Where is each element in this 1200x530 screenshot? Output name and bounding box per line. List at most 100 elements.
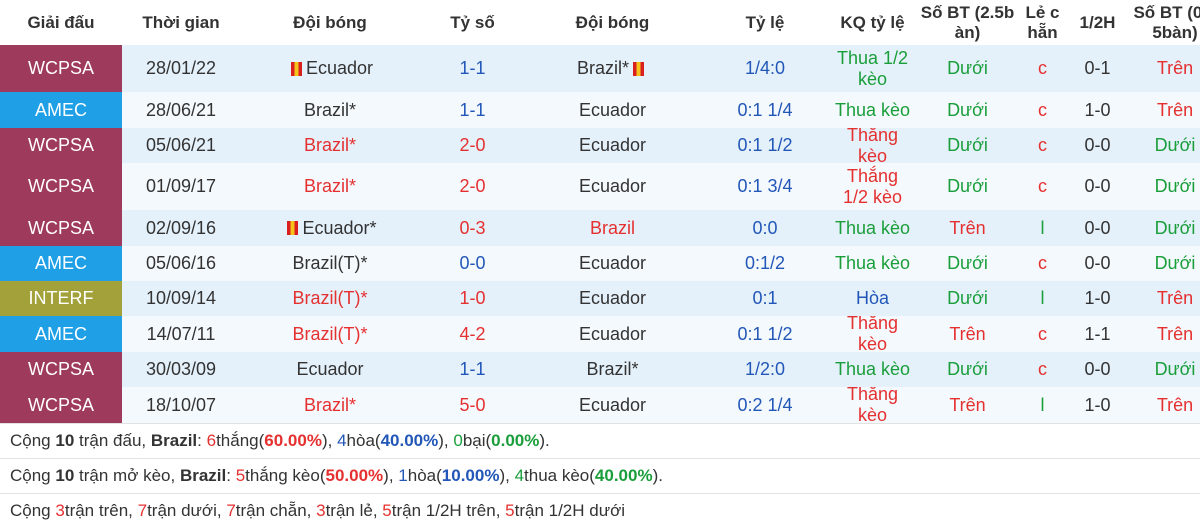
summary-text: thua kèo( <box>524 465 595 485</box>
score: 1-0 <box>420 281 525 316</box>
odd-even-text: c <box>1038 253 1047 273</box>
summary-text: 1 <box>398 465 408 485</box>
odds-text: 0:2 1/4 <box>737 394 793 415</box>
home-team-text: Brazil(T)* <box>292 288 368 308</box>
odds-text: 1/4:0 <box>744 58 786 78</box>
summary-text: trận mở kèo, <box>74 465 180 485</box>
date: 28/06/21 <box>122 92 240 128</box>
odd-even: l <box>1020 210 1065 246</box>
goals-result-text: Dưới <box>947 359 988 379</box>
goals-result-text: Dưới <box>947 99 988 120</box>
away-team-text: Brazil* <box>576 58 629 78</box>
summary-text: : <box>226 465 236 485</box>
goals-result: Dưới <box>915 246 1020 281</box>
score-text: 5-0 <box>459 394 486 415</box>
score: 2-0 <box>420 128 525 163</box>
date-text: 02/09/16 <box>145 217 217 238</box>
league: INTERF <box>0 281 122 316</box>
half-time: 1-1 <box>1065 316 1130 352</box>
home-team-text: Brazil(T)* <box>292 323 368 344</box>
league-text: AMEC <box>34 253 87 273</box>
date: 01/09/17 <box>122 163 240 210</box>
odds-result: Thua kèo <box>830 92 915 128</box>
league-text: WCPSA <box>27 176 94 196</box>
goals-result-text: Dưới <box>947 58 988 78</box>
goals-075-text: Trên <box>1156 58 1194 78</box>
summary-text: 7 <box>226 500 236 520</box>
summary-text: trận lẻ, <box>325 500 383 520</box>
half-time: 1-0 <box>1065 387 1130 423</box>
odds: 0:2 1/4 <box>700 387 830 423</box>
summary-text: : <box>197 430 207 450</box>
summary-text: ), <box>438 430 454 450</box>
half-time-text: 0-0 <box>1084 253 1111 273</box>
goals-075: Dưới <box>1130 128 1200 163</box>
home-team-text: Ecuador <box>296 359 364 379</box>
date: 02/09/16 <box>122 210 240 246</box>
league-text: WCPSA <box>27 394 94 415</box>
summary-text: 40.00% <box>594 465 653 485</box>
half-time-text: 0-1 <box>1084 58 1111 78</box>
league-text: AMEC <box>34 99 87 120</box>
goals-result: Dưới <box>915 352 1020 387</box>
league: WCPSA <box>0 163 122 210</box>
league-text: INTERF <box>28 288 94 308</box>
home-team: Brazil* <box>240 128 420 163</box>
summary-text: ), <box>383 465 399 485</box>
date: 05/06/21 <box>122 128 240 163</box>
half-time: 0-0 <box>1065 163 1130 210</box>
away-team: Ecuador <box>525 316 700 352</box>
goals-result-text: Trên <box>949 323 986 344</box>
odd-even: c <box>1020 316 1065 352</box>
match-row: WCPSA 05/06/21 Brazil* 2-0 Ecuador 0:1 1/2 Thắ… <box>0 128 1200 163</box>
column-header: Đội bóng <box>575 12 650 32</box>
summary-text: 4 <box>337 430 347 450</box>
goals-result: Dưới <box>915 163 1020 210</box>
match-row: WCPSA 30/03/09 Ecuador 1-1 Brazil* 1/2:0 Thua … <box>0 352 1200 387</box>
half-time-text: 0-0 <box>1084 135 1111 155</box>
score-text: 1-1 <box>459 58 486 78</box>
odds-text: 0:1 3/4 <box>737 176 793 196</box>
column-header: Tỷ lệ <box>745 12 785 32</box>
away-team-text: Ecuador <box>578 176 647 196</box>
summary-text: Brazil <box>179 465 227 485</box>
league: WCPSA <box>0 45 122 92</box>
summary-text: ), <box>499 465 515 485</box>
summary-text: thắng( <box>216 430 265 450</box>
league-text: AMEC <box>34 323 87 344</box>
summary-text: trận 1/2H trên, <box>391 500 506 520</box>
score: 1-1 <box>420 45 525 92</box>
odd-even: c <box>1020 163 1065 210</box>
odd-even: c <box>1020 45 1065 92</box>
league-text: WCPSA <box>27 359 94 379</box>
goals-075: Dưới <box>1130 246 1200 281</box>
odds-text: 0:0 <box>752 217 778 238</box>
goals-result: Dưới <box>915 45 1020 92</box>
odds-result-text: Thắng 1/2 kèo <box>842 165 903 207</box>
summary-text: 10.00% <box>441 465 500 485</box>
date-text: 05/06/21 <box>145 135 217 155</box>
league-text: WCPSA <box>27 135 94 155</box>
away-team: Ecuador <box>525 281 700 316</box>
half-time-text: 0-0 <box>1084 359 1111 379</box>
odds: 0:1 1/2 <box>700 316 830 352</box>
odd-even-text: c <box>1038 359 1047 379</box>
summary-text: 4 <box>514 465 525 485</box>
odds-result-text: Thua kèo <box>834 99 911 120</box>
summary-text: ). <box>539 430 550 450</box>
home-team: Brazil* <box>240 92 420 128</box>
away-team-text: Brazil* <box>586 359 639 379</box>
goals-result: Dưới <box>915 128 1020 163</box>
odds-text: 0:1/2 <box>744 253 786 273</box>
odds-result: Thua 1/2 kèo <box>830 45 915 92</box>
half-time-text: 0-0 <box>1084 176 1111 196</box>
odds-result-text: Thắng kèo <box>846 316 899 352</box>
home-team-text: Brazil* <box>303 394 356 415</box>
summary-text: hòa( <box>346 430 381 450</box>
league: AMEC <box>0 92 122 128</box>
away-team-text: Brazil <box>589 217 635 238</box>
odd-even: l <box>1020 387 1065 423</box>
date-text: 14/07/11 <box>146 323 216 344</box>
odds-result-text: Thắng kèo <box>846 387 899 423</box>
